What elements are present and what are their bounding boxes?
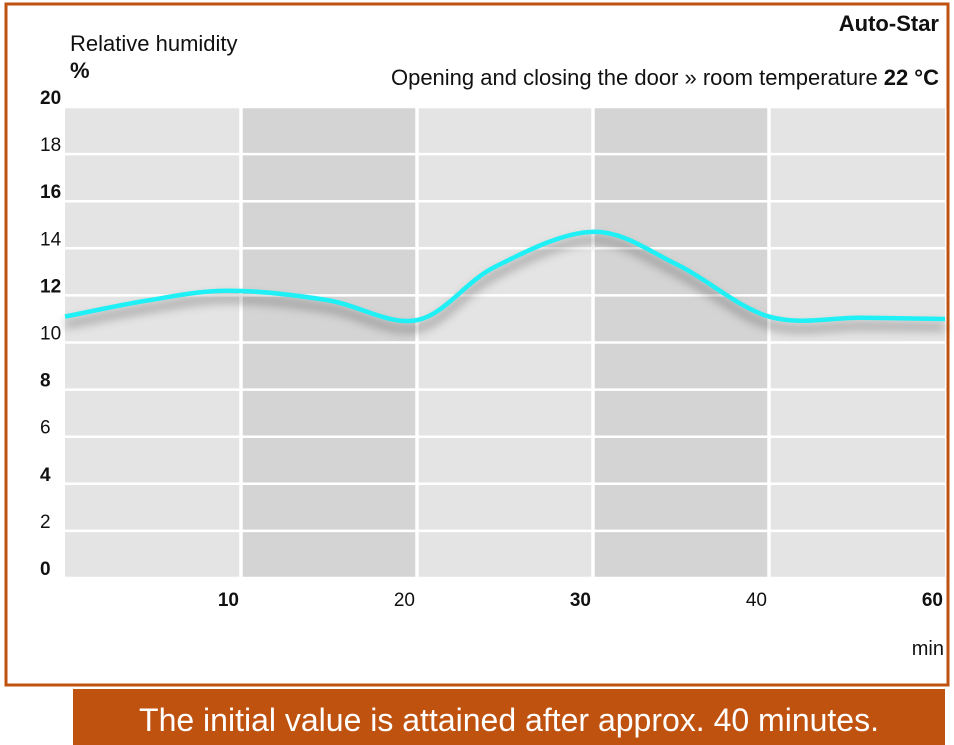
y-tick-label: 10 (40, 324, 61, 345)
x-tick-label: 30 (570, 590, 591, 611)
x-tick-label: 10 (218, 590, 239, 611)
x-tick-label: 20 (394, 590, 415, 611)
line-shadow (64, 236, 946, 333)
y-tick-label: 6 (40, 418, 51, 439)
subtitle-text: Opening and closing the door » room temp… (391, 65, 878, 90)
x-tick-label: 40 (746, 590, 767, 611)
y-tick-label: 0 (40, 559, 51, 580)
plot-area (64, 105, 946, 580)
y-tick-label: 4 (40, 465, 51, 486)
y-axis-unit: % (70, 58, 90, 83)
y-tick-label: 12 (40, 276, 61, 297)
caption-bar (73, 689, 945, 745)
y-tick-label: 14 (40, 229, 62, 250)
caption: The initial value is attained after appr… (139, 702, 879, 738)
y-tick-label: 20 (40, 88, 61, 109)
y-tick-label: 18 (40, 135, 61, 156)
y-axis-label: Relative humidity (70, 31, 238, 56)
brand: Auto-Star (839, 11, 940, 36)
subtitle-value: 22 °C (884, 65, 939, 90)
subtitle: Opening and closing the door » room temp… (391, 65, 939, 90)
x-axis-label: min (912, 638, 944, 660)
y-tick-label: 16 (40, 182, 61, 203)
data-line (64, 229, 946, 324)
y-tick-label: 8 (40, 371, 51, 392)
x-tick-label: 60 (922, 590, 943, 611)
y-tick-label: 2 (40, 512, 51, 533)
